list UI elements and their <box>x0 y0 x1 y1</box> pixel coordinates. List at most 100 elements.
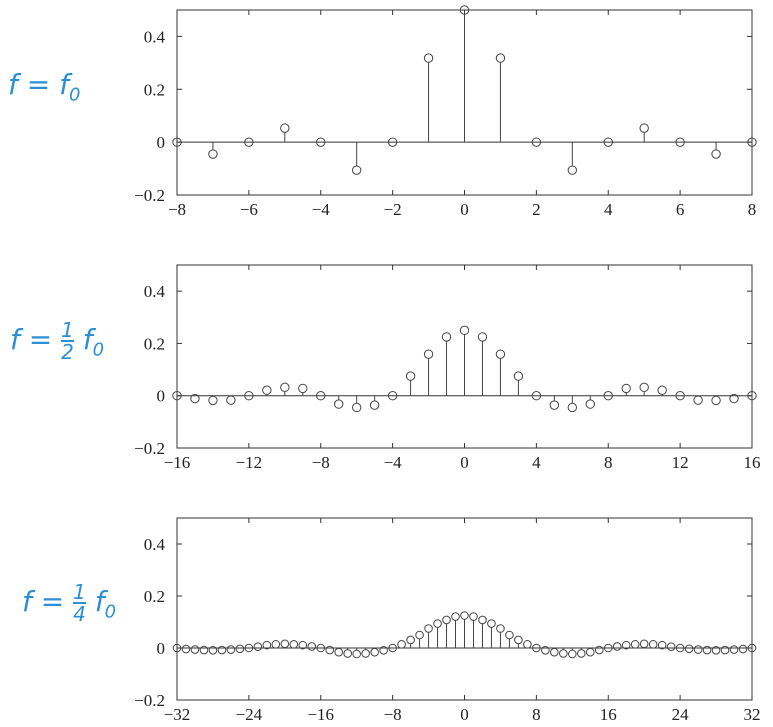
panel-3-stem-marker <box>657 640 667 650</box>
panel-3-stem-marker <box>451 612 460 621</box>
panel-2-x-tick-label: −4 <box>384 453 403 472</box>
panel-1-stem-marker <box>711 149 721 159</box>
panel-1-x-tick-label: −4 <box>312 200 331 219</box>
panel-2-x-tick-label: 12 <box>672 453 689 472</box>
panel-2-y-tick-label: 0 <box>157 387 166 406</box>
panel-2-stem-marker <box>316 391 326 401</box>
label-2-num: 1 <box>61 318 74 342</box>
panel-1-x-tick-label: −8 <box>168 200 186 219</box>
panel-2-stem-marker <box>172 391 182 401</box>
panel-3-stem-marker <box>505 630 514 640</box>
panel-3-stem-marker <box>639 639 649 649</box>
label-3-den: 4 <box>73 602 86 626</box>
panel-3-stem-marker <box>693 645 703 654</box>
label-3-pre: f = <box>22 585 65 618</box>
panel-3-stem-marker <box>702 645 712 655</box>
panel-3-stem-marker <box>559 649 568 658</box>
panel-2-x-tick-label: 4 <box>532 453 541 472</box>
panel-2-stem-marker <box>657 385 667 395</box>
panel-3-stem-marker <box>244 643 254 653</box>
panel-2-y-tick-label: −0.2 <box>134 439 165 458</box>
panel-1-x-tick-label: −2 <box>384 200 402 219</box>
panel-3-stem-marker <box>424 624 433 633</box>
label-panel-3: f = 1 4 f0 <box>22 582 116 624</box>
panel-3-stem-marker <box>334 647 344 657</box>
panel-2-x-tick-label: −16 <box>164 453 191 472</box>
panel-2-y-tick-label: 0.2 <box>144 334 165 353</box>
panel-1-x-tick-label: 8 <box>748 200 757 219</box>
panel-3-stem-marker <box>747 643 757 653</box>
label-2-sub: 0 <box>92 339 105 361</box>
panel-2-stem-marker <box>208 395 218 406</box>
panel-3-x-tick-label: 16 <box>600 705 617 724</box>
panel-1-stem-marker <box>459 5 470 15</box>
panel-3-stem-marker <box>738 644 748 654</box>
panel-3-stem-marker <box>478 615 487 625</box>
panel-1-stem-marker <box>747 137 757 147</box>
panel-2-stem-marker <box>244 391 254 401</box>
panel-3-x-tick-label: −8 <box>384 705 402 724</box>
panel-2-stem-marker <box>621 383 631 394</box>
panel-1-y-tick-label: −0.2 <box>134 186 165 205</box>
panel-1-y-tick-label: 0.4 <box>144 27 166 46</box>
panel-3-stem-marker <box>433 619 442 628</box>
panel-3-y-tick-label: 0 <box>157 639 166 658</box>
panel-3-stem-marker <box>603 643 613 653</box>
panel-1-stem-marker <box>244 137 254 147</box>
label-2-den: 2 <box>61 340 74 364</box>
panel-1-x-tick-label: 2 <box>532 200 541 219</box>
panel-2-stem-marker <box>711 395 721 406</box>
panel-3-stem-marker <box>307 642 317 651</box>
label-3-num: 1 <box>73 580 86 604</box>
panel-2-stem-marker <box>351 402 362 413</box>
panel-1-stem-marker <box>280 123 290 133</box>
panel-3-stem-marker <box>729 645 739 654</box>
panel-3-stem-marker <box>217 645 227 655</box>
panel-1-x-tick-label: 4 <box>604 200 613 219</box>
panel-1-stem-marker <box>423 53 434 63</box>
panel-3-stem-marker <box>720 645 730 655</box>
panel-3-stem-marker <box>469 612 478 621</box>
panel-3-stem-marker <box>352 649 361 659</box>
panel-1-stem-marker <box>208 149 218 159</box>
panel-2-stem-marker <box>729 393 739 404</box>
panel-3-stem-marker <box>460 611 469 620</box>
panel-3-x-tick-label: 24 <box>672 705 690 724</box>
panel-3-stem-marker <box>514 635 523 645</box>
label-3-sub: 0 <box>104 601 117 623</box>
panel-1-stem-marker <box>675 137 685 147</box>
panel-1-stem-marker <box>603 137 613 147</box>
panel-3-stem-marker <box>388 643 397 653</box>
panel-2-stem-marker <box>531 391 542 401</box>
panel-2-y-tick-label: 0.4 <box>144 282 166 301</box>
label-3-post: f <box>94 585 105 618</box>
label-2-fraction: 1 2 <box>61 320 74 362</box>
panel-3-x-tick-label: −24 <box>236 705 263 724</box>
panel-3-x-tick-label: −16 <box>307 705 334 724</box>
panel-3-stem-marker <box>208 646 218 655</box>
label-2-post: f <box>82 323 93 356</box>
panel-3-stem-marker <box>621 640 631 650</box>
panel-3-stem-marker <box>684 644 694 654</box>
panel-3-stem-marker <box>585 647 595 657</box>
panel-2-stem-marker <box>693 395 703 405</box>
panel-2-stem-marker <box>369 400 380 410</box>
panel-2-stem-marker <box>477 332 488 342</box>
panel-3-stem-marker <box>496 624 505 633</box>
panel-2-stem-marker <box>298 383 308 394</box>
panel-3-stem-marker <box>576 649 586 658</box>
panel-3-y-tick-label: −0.2 <box>134 691 165 710</box>
panel-3-stem-marker <box>397 640 406 649</box>
panel-1-x-tick-label: −6 <box>240 200 258 219</box>
panel-1-stem-marker <box>639 123 649 133</box>
panel-3-stem-marker <box>361 649 370 658</box>
panel-2-stem-marker <box>567 402 578 413</box>
panel-1-stem-marker <box>387 137 398 147</box>
panel-3-stem-marker <box>594 645 604 655</box>
panel-1-x-tick-label: 0 <box>460 200 469 219</box>
panel-3-x-tick-label: −32 <box>164 705 191 724</box>
panel-3-stem-marker <box>343 649 353 658</box>
panel-2-stem-marker <box>405 371 416 381</box>
panel-1-x-tick-label: 6 <box>676 200 685 219</box>
panel-3-stem-marker <box>675 643 685 653</box>
